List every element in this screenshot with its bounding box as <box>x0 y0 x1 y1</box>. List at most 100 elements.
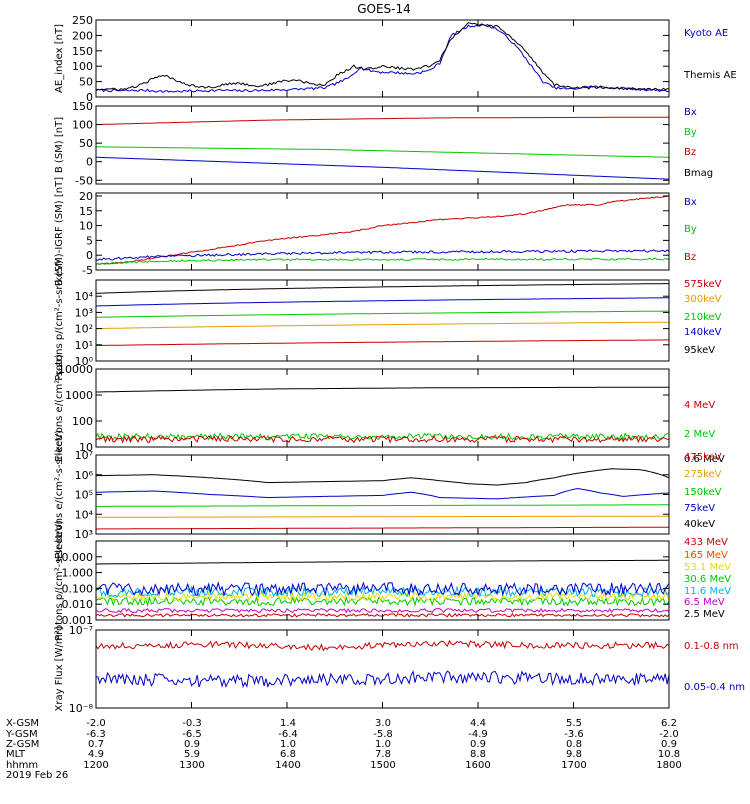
legend-entry: 140keV <box>684 327 722 338</box>
y-tick-label: 15 <box>79 205 93 218</box>
y-tick-label: 10⁷ <box>75 449 93 462</box>
series-line-by <box>96 257 669 265</box>
series-line-by <box>96 146 669 158</box>
series-line-165-mev <box>96 581 669 597</box>
series-line-30-6-mev <box>96 595 669 608</box>
footer-value: 0.8 <box>566 739 582 750</box>
y-tick-label: 0.100 <box>62 582 94 595</box>
footer-value: 4.9 <box>88 749 104 760</box>
legend-entry: 0.6 MeV <box>684 454 725 465</box>
legend-entry: By <box>684 127 697 138</box>
legend-entry: 11.6 MeV <box>684 586 731 597</box>
series-line-kyoto-ae <box>96 23 669 94</box>
legend-entry: 75keV <box>684 503 715 514</box>
series-line-bx <box>96 156 669 180</box>
y-tick-label: 150 <box>72 100 93 113</box>
y-tick-label: 10 <box>79 441 93 454</box>
footer-value: 0.7 <box>88 739 104 750</box>
panel-frame <box>95 19 670 98</box>
footer-value: 4.4 <box>470 718 486 729</box>
footer-value: 9.8 <box>566 749 582 760</box>
y-tick-label: -5 <box>82 264 93 277</box>
series-line-0-05-0-4-nm <box>96 670 669 689</box>
footer-value: 1.4 <box>280 718 296 729</box>
footer-value: 1200 <box>83 760 108 771</box>
y-tick-label: 0.001 <box>62 614 94 627</box>
legend-entry: 4 MeV <box>684 400 715 411</box>
series-line-95kev <box>96 339 669 346</box>
footer-row-label: X-GSM <box>6 718 39 729</box>
footer-value: 1.0 <box>375 739 391 750</box>
y-tick-label: 5 <box>86 234 93 247</box>
series-line-themis-ae <box>96 22 669 91</box>
legend-entry: 275keV <box>684 469 722 480</box>
series-line-2-5-mev <box>96 559 669 565</box>
legend-entry: 475keV <box>684 452 722 463</box>
y-tick-label: 10³ <box>75 528 93 541</box>
y-tick-label: 100 <box>72 60 93 73</box>
footer-value: 5.9 <box>184 749 200 760</box>
footer-value: -5.8 <box>373 729 393 740</box>
panel-frame <box>95 279 670 362</box>
y-tick-label: 250 <box>72 14 93 27</box>
panel-8: 10⁻⁸ 10⁻⁷ Xray Flux [W/m²] 0.1-0.8 nm 0.05-0… <box>54 624 745 715</box>
footer-value: 7.8 <box>375 749 391 760</box>
y-tick-label: 10⁶ <box>75 469 94 482</box>
y-tick-label: 200 <box>72 29 93 42</box>
legend-entry: 210keV <box>684 312 722 323</box>
series-line-6-5-mev <box>96 607 669 614</box>
footer-value: 1300 <box>179 760 204 771</box>
footer-value: 0.9 <box>184 739 200 750</box>
series-line-300kev <box>96 297 669 307</box>
panel-4: 10⁰ 10¹ 10² 10³ 10⁴ Protons p/(cm²-s-sr-keV) 5… <box>54 260 722 381</box>
footer-value: 8.8 <box>470 749 486 760</box>
series-line-53-1-mev <box>96 591 669 603</box>
series-line-bz <box>96 116 669 126</box>
y-tick-label: 50 <box>79 76 93 89</box>
legend-entry: 433 MeV <box>684 537 728 548</box>
footer-row-label: 2019 Feb 26 <box>6 770 68 781</box>
legend-entry: 95keV <box>684 345 715 356</box>
y-tick-label: 50 <box>79 137 93 150</box>
series-line-11-6-mev <box>96 585 669 599</box>
footer-value: 10.8 <box>658 749 680 760</box>
footer-value: 1800 <box>656 760 681 771</box>
series-line-0-6-mev <box>96 386 669 393</box>
series-line-210kev <box>96 310 669 318</box>
series-line-0-1-0-8-nm <box>96 639 669 652</box>
y-tick-label: 20 <box>79 190 93 203</box>
y-axis-label: Protons p/(cm²-s-sr-keV) <box>54 260 65 381</box>
y-tick-label: 100 <box>72 415 93 428</box>
footer-value: 6.2 <box>661 718 677 729</box>
y-tick-label: -50 <box>75 174 93 187</box>
y-tick-label: 1000 <box>65 389 93 402</box>
footer-value: -2.0 <box>86 718 106 729</box>
series-line-150kev <box>96 504 669 507</box>
footer-value: 1400 <box>275 760 300 771</box>
panel-frame <box>95 540 670 621</box>
panel-frame <box>95 629 670 709</box>
y-tick-label: 0.010 <box>62 598 94 611</box>
panel-2: -50 0 50 100 150 B (SM) [nT] Bx By Bz Bmag <box>54 100 713 187</box>
y-tick-label: 150 <box>72 45 93 58</box>
footer-value: -6.4 <box>278 729 298 740</box>
y-tick-label: 10.000 <box>55 551 94 564</box>
y-tick-label: 0 <box>86 156 93 169</box>
footer-value: -0.3 <box>182 718 202 729</box>
y-tick-label: 0 <box>86 249 93 262</box>
y-tick-label: 1.000 <box>62 567 94 580</box>
chart-title: GOES-14 <box>357 2 411 16</box>
footer-row-label: Z-GSM <box>6 739 39 750</box>
y-axis-label: Electrons e/(cm²-s-sr) <box>54 354 65 462</box>
footer-value: 0.9 <box>661 739 677 750</box>
series-line-275kev <box>96 515 669 518</box>
series-line-140kev <box>96 321 669 330</box>
y-tick-label: 0 <box>86 91 93 104</box>
footer-value: 1.0 <box>280 739 296 750</box>
footer-value: 5.5 <box>566 718 582 729</box>
legend-entry: 165 MeV <box>684 550 728 561</box>
legend-entry: 300keV <box>684 294 722 305</box>
